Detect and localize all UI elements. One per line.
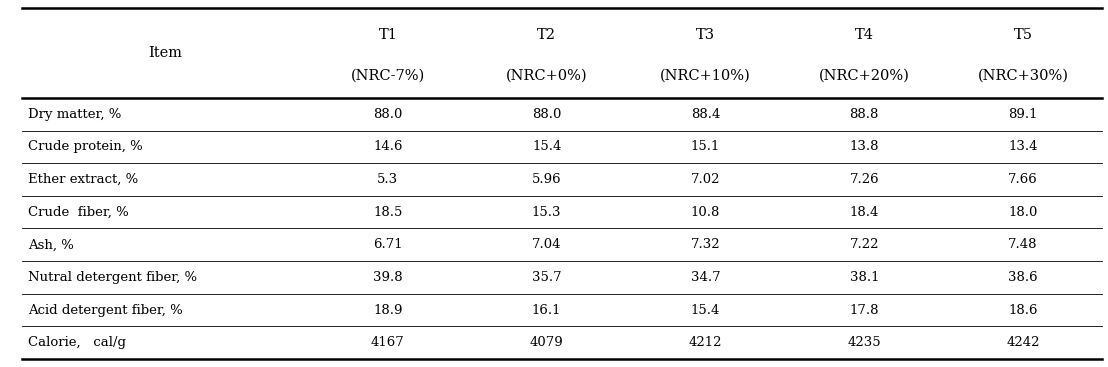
- Text: 14.6: 14.6: [373, 141, 402, 153]
- Text: 88.4: 88.4: [690, 108, 720, 121]
- Text: 15.3: 15.3: [532, 206, 562, 219]
- Text: (NRC-7%): (NRC-7%): [351, 69, 425, 83]
- Text: 7.26: 7.26: [850, 173, 879, 186]
- Text: 7.32: 7.32: [690, 238, 720, 251]
- Text: T1: T1: [379, 28, 398, 42]
- Text: 7.02: 7.02: [690, 173, 720, 186]
- Text: (NRC+0%): (NRC+0%): [506, 69, 587, 83]
- Text: 88.0: 88.0: [373, 108, 402, 121]
- Text: 4235: 4235: [848, 336, 881, 349]
- Text: 7.66: 7.66: [1008, 173, 1038, 186]
- Text: T4: T4: [854, 28, 874, 42]
- Text: 5.3: 5.3: [378, 173, 399, 186]
- Text: 7.04: 7.04: [532, 238, 562, 251]
- Text: 38.1: 38.1: [850, 271, 879, 284]
- Text: 15.4: 15.4: [690, 304, 720, 317]
- Text: 13.8: 13.8: [850, 141, 879, 153]
- Text: (NRC+10%): (NRC+10%): [660, 69, 751, 83]
- Text: 88.8: 88.8: [850, 108, 879, 121]
- Text: 38.6: 38.6: [1008, 271, 1038, 284]
- Text: 35.7: 35.7: [532, 271, 562, 284]
- Text: 4079: 4079: [530, 336, 564, 349]
- Text: 15.4: 15.4: [532, 141, 562, 153]
- Text: T3: T3: [696, 28, 715, 42]
- Text: Ether extract, %: Ether extract, %: [28, 173, 138, 186]
- Text: 89.1: 89.1: [1008, 108, 1038, 121]
- Text: (NRC+30%): (NRC+30%): [977, 69, 1068, 83]
- Text: 7.48: 7.48: [1008, 238, 1038, 251]
- Text: 17.8: 17.8: [850, 304, 879, 317]
- Text: 4167: 4167: [371, 336, 404, 349]
- Text: (NRC+20%): (NRC+20%): [819, 69, 910, 83]
- Text: 34.7: 34.7: [690, 271, 720, 284]
- Text: Ash, %: Ash, %: [28, 238, 73, 251]
- Text: 4242: 4242: [1006, 336, 1039, 349]
- Text: T2: T2: [537, 28, 556, 42]
- Text: 13.4: 13.4: [1008, 141, 1038, 153]
- Text: 18.9: 18.9: [373, 304, 402, 317]
- Text: Calorie,   cal/g: Calorie, cal/g: [28, 336, 125, 349]
- Text: Dry matter, %: Dry matter, %: [28, 108, 121, 121]
- Text: 7.22: 7.22: [850, 238, 879, 251]
- Text: Nutral detergent fiber, %: Nutral detergent fiber, %: [28, 271, 197, 284]
- Text: 18.0: 18.0: [1008, 206, 1038, 219]
- Text: 15.1: 15.1: [690, 141, 720, 153]
- Text: 6.71: 6.71: [373, 238, 402, 251]
- Text: Item: Item: [148, 46, 183, 60]
- Text: 18.5: 18.5: [373, 206, 402, 219]
- Text: 10.8: 10.8: [690, 206, 720, 219]
- Text: 16.1: 16.1: [532, 304, 562, 317]
- Text: 39.8: 39.8: [373, 271, 402, 284]
- Text: T5: T5: [1014, 28, 1033, 42]
- Text: 5.96: 5.96: [532, 173, 562, 186]
- Text: 18.4: 18.4: [850, 206, 879, 219]
- Text: 4212: 4212: [689, 336, 722, 349]
- Text: 18.6: 18.6: [1008, 304, 1038, 317]
- Text: Crude  fiber, %: Crude fiber, %: [28, 206, 129, 219]
- Text: Crude protein, %: Crude protein, %: [28, 141, 143, 153]
- Text: 88.0: 88.0: [532, 108, 562, 121]
- Text: Acid detergent fiber, %: Acid detergent fiber, %: [28, 304, 183, 317]
